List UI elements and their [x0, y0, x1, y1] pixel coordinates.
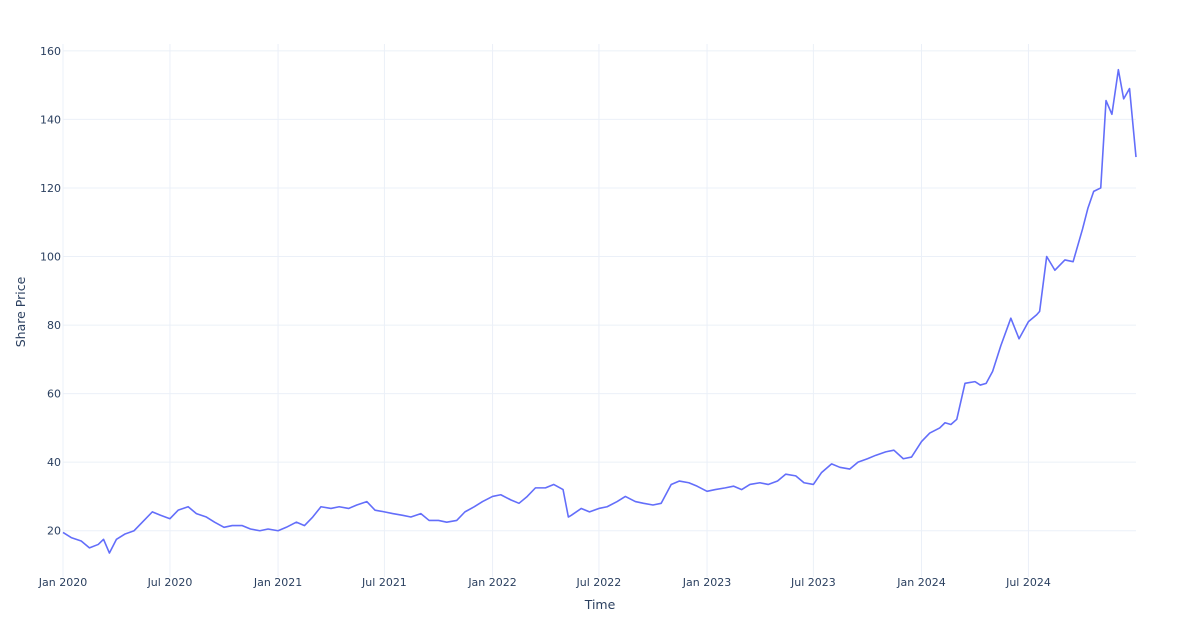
y-tick-label: 160 — [40, 45, 61, 58]
y-tick-label: 20 — [47, 525, 61, 538]
x-tick-label: Jan 2024 — [896, 576, 945, 589]
grid-lines — [62, 44, 1136, 577]
y-axis-ticks: 20 40 60 80 100 120 140 160 — [40, 45, 61, 538]
y-tick-label: 140 — [40, 113, 61, 126]
y-axis-title: Share Price — [13, 276, 28, 347]
x-tick-label: Jan 2023 — [682, 576, 731, 589]
plot-area — [62, 68, 1137, 554]
x-tick-label: Jul 2021 — [361, 576, 407, 589]
x-tick-label: Jul 2023 — [790, 576, 836, 589]
y-tick-label: 80 — [47, 319, 61, 332]
x-tick-label: Jul 2020 — [147, 576, 193, 589]
x-axis-ticks: Jan 2020 Jul 2020 Jan 2021 Jul 2021 Jan 2022… — [38, 576, 1051, 589]
x-tick-label: Jan 2022 — [467, 576, 516, 589]
x-tick-label: Jul 2022 — [576, 576, 622, 589]
y-tick-label: 120 — [40, 182, 61, 195]
x-axis-title: Time — [584, 597, 616, 612]
y-tick-label: 60 — [47, 388, 61, 401]
x-tick-label: Jan 2021 — [253, 576, 302, 589]
y-tick-label: 40 — [47, 456, 61, 469]
share-price-line — [62, 68, 1137, 554]
x-tick-label: Jan 2020 — [38, 576, 87, 589]
x-tick-label: Jul 2024 — [1005, 576, 1051, 589]
y-tick-label: 100 — [40, 251, 61, 264]
